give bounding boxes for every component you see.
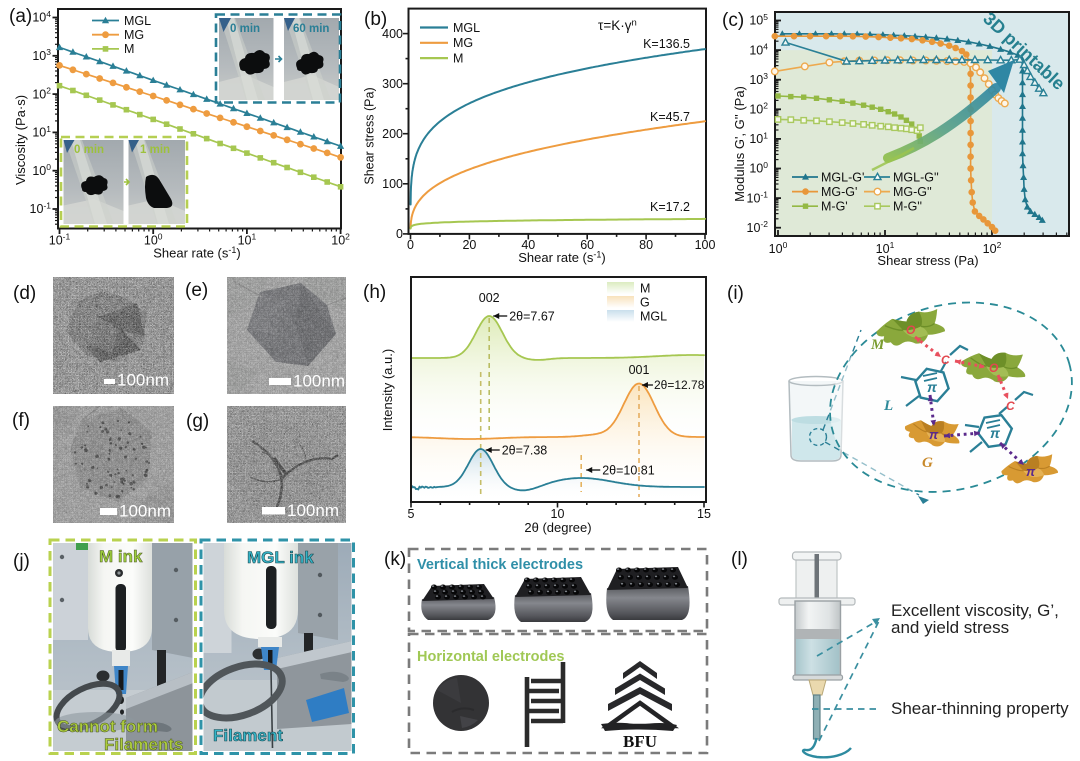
svg-text:Shear stress (Pa): Shear stress (Pa): [363, 87, 377, 184]
svg-text:MGL: MGL: [124, 14, 151, 28]
svg-text:0 min: 0 min: [230, 23, 260, 35]
svg-text:and yield stress: and yield stress: [891, 618, 1009, 637]
svg-text:001: 001: [629, 363, 650, 377]
svg-text:1 min: 1 min: [140, 144, 170, 156]
svg-text:(i): (i): [727, 283, 744, 304]
svg-text:Excellent viscosity, G’,: Excellent viscosity, G’,: [891, 601, 1059, 620]
svg-text:(e): (e): [185, 280, 208, 301]
svg-text:2θ=12.78: 2θ=12.78: [654, 378, 705, 392]
svg-text:Filament: Filament: [213, 726, 283, 745]
svg-text:Viscosity (Pa·s): Viscosity (Pa·s): [13, 95, 28, 185]
svg-text:(h): (h): [363, 282, 386, 303]
svg-text:C: C: [941, 353, 950, 367]
svg-text:Shear-thinning property: Shear-thinning property: [891, 699, 1069, 718]
svg-text:(g): (g): [186, 411, 209, 432]
svg-text:C: C: [1006, 399, 1015, 413]
svg-text:100nm: 100nm: [119, 502, 171, 521]
svg-text:MG-G': MG-G': [821, 185, 857, 199]
svg-text:10: 10: [551, 507, 565, 521]
svg-text:Cannot form: Cannot form: [57, 717, 158, 736]
svg-text:Vertical thick electrodes: Vertical thick electrodes: [417, 557, 583, 573]
svg-text:0: 0: [407, 238, 414, 252]
svg-text:π: π: [929, 427, 939, 442]
svg-text:O: O: [989, 361, 999, 375]
svg-text:60 min: 60 min: [293, 23, 329, 35]
svg-text:Modulus G', G'' (Pa): Modulus G', G'' (Pa): [732, 86, 747, 202]
svg-text:M-G': M-G': [821, 200, 848, 214]
svg-text:100nm: 100nm: [293, 372, 345, 391]
svg-text:M ink: M ink: [99, 547, 143, 566]
svg-text:(d): (d): [13, 283, 36, 304]
svg-text:Shear rate (s-1): Shear rate (s-1): [153, 245, 241, 261]
svg-text:M: M: [453, 51, 463, 65]
svg-text:π: π: [927, 379, 938, 395]
svg-text:Filaments: Filaments: [104, 735, 183, 754]
svg-text:40: 40: [521, 238, 535, 252]
svg-text:O: O: [906, 323, 916, 337]
svg-text:400: 400: [382, 27, 403, 41]
svg-text:20: 20: [462, 238, 476, 252]
svg-text:K=45.7: K=45.7: [650, 110, 690, 124]
svg-text:5: 5: [408, 507, 415, 521]
svg-text:100: 100: [382, 177, 403, 191]
svg-text:0 min: 0 min: [74, 144, 104, 156]
svg-text:MGL ink: MGL ink: [247, 548, 314, 567]
svg-text:π: π: [1026, 464, 1036, 479]
svg-text:MGL: MGL: [640, 310, 667, 324]
svg-text:100: 100: [695, 238, 716, 252]
svg-text:Shear rate (s-1): Shear rate (s-1): [518, 250, 606, 266]
svg-text:(l): (l): [731, 549, 748, 570]
svg-text:(c): (c): [722, 10, 744, 31]
svg-text:100nm: 100nm: [287, 501, 339, 520]
svg-text:300: 300: [382, 77, 403, 91]
svg-text:200: 200: [382, 127, 403, 141]
svg-text:(f): (f): [12, 410, 30, 431]
svg-text:2θ (degree): 2θ (degree): [524, 520, 591, 535]
svg-text:(b): (b): [364, 9, 387, 30]
svg-text:Shear stress (Pa): Shear stress (Pa): [877, 253, 978, 268]
svg-text:MG: MG: [124, 28, 144, 42]
svg-text:MGL-G'': MGL-G'': [893, 170, 939, 184]
svg-text:(j): (j): [13, 551, 30, 572]
svg-text:τ=K·γn: τ=K·γn: [598, 18, 637, 34]
svg-text:MG-G'': MG-G'': [893, 185, 932, 199]
svg-text:2θ=10.81: 2θ=10.81: [602, 464, 655, 478]
svg-text:Intensity (a.u.): Intensity (a.u.): [380, 349, 395, 431]
svg-text:002: 002: [479, 291, 500, 305]
svg-text:K=136.5: K=136.5: [643, 37, 690, 51]
svg-text:(k): (k): [384, 549, 406, 570]
svg-text:K=17.2: K=17.2: [650, 200, 690, 214]
svg-text:MG: MG: [453, 36, 473, 50]
svg-text:L: L: [883, 398, 893, 414]
svg-text:π: π: [990, 425, 1001, 441]
svg-text:80: 80: [639, 238, 653, 252]
svg-text:60: 60: [580, 238, 594, 252]
svg-text:2θ=7.38: 2θ=7.38: [502, 444, 548, 458]
svg-text:Horizontal electrodes: Horizontal electrodes: [417, 649, 564, 665]
svg-text:M-G'': M-G'': [893, 200, 922, 214]
svg-text:15: 15: [697, 507, 711, 521]
svg-text:M: M: [124, 42, 134, 56]
svg-text:M: M: [640, 282, 650, 296]
svg-text:100nm: 100nm: [117, 371, 169, 390]
svg-text:MGL: MGL: [453, 21, 480, 35]
svg-text:G: G: [640, 296, 650, 310]
svg-text:BFU: BFU: [623, 732, 657, 751]
svg-text:2θ=7.67: 2θ=7.67: [509, 310, 555, 324]
svg-text:G: G: [922, 455, 933, 471]
svg-text:(a): (a): [9, 6, 32, 27]
svg-text:0: 0: [396, 227, 403, 241]
svg-text:M: M: [870, 337, 885, 353]
svg-text:MGL-G': MGL-G': [821, 170, 864, 184]
